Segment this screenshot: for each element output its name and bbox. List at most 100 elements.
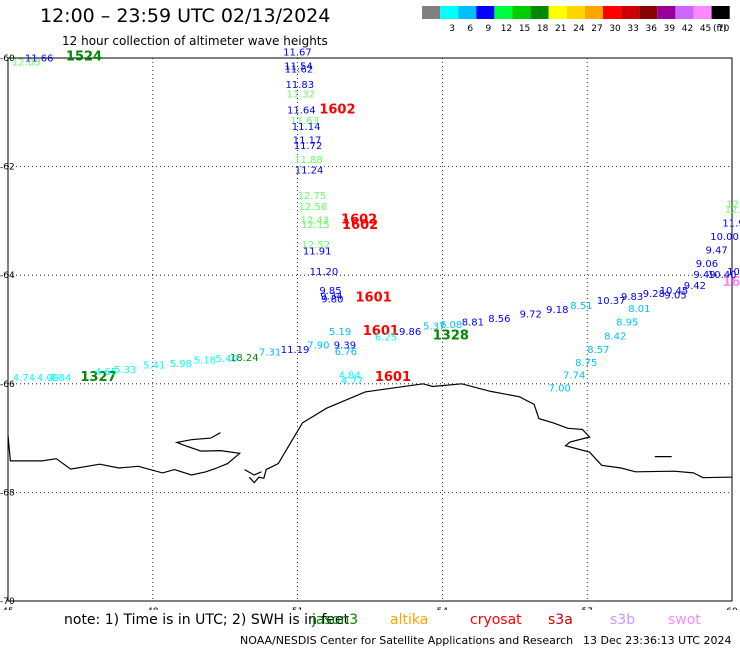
wave-height-label: 8.42	[604, 331, 626, 342]
wave-height-label: 9.18	[546, 305, 568, 316]
map-title: 12:00 – 23:59 UTC 02/13/2024	[40, 5, 331, 27]
longitude-tick-label: 45	[2, 607, 13, 610]
longitude-tick-label: 48	[147, 607, 159, 610]
wave-height-label: 11.32	[286, 90, 315, 101]
wave-height-label: 8.81	[462, 318, 484, 329]
wave-height-label: 4.65	[95, 367, 117, 378]
wave-height-label: 9.34	[320, 292, 342, 303]
pass-time-label: 1601	[375, 370, 411, 385]
wave-height-label: 11.20	[310, 267, 339, 278]
wave-height-label: 9.49	[693, 270, 715, 281]
wave-height-label: 9.72	[520, 310, 542, 321]
pass-time-label: 1602	[342, 218, 378, 233]
wave-height-label: 11.83	[286, 80, 315, 91]
wave-height-label: 12.03	[12, 58, 41, 69]
pass-time-label: 1601	[363, 324, 399, 339]
wave-height-label: 9.39	[334, 341, 356, 352]
pass-time-label: 1601	[356, 290, 392, 305]
latitude-tick-label: -68	[0, 488, 15, 498]
wave-height-label: 11.14	[292, 122, 321, 133]
wave-height-label: 7.74	[563, 370, 585, 381]
wave-height-label: 12	[726, 199, 739, 210]
wave-height-label: 9.83	[621, 292, 643, 303]
wave-height-label: 10.37	[597, 296, 626, 307]
wave-height-label: 5.18	[194, 356, 216, 367]
satellite-s3a: s3a	[548, 612, 573, 628]
wave-height-label: 7.90	[307, 341, 329, 352]
wave-height-label: 7.31	[259, 348, 281, 359]
pass-time-label: 1602	[341, 213, 377, 228]
wave-height-label: 11.72	[294, 141, 323, 152]
map-subtitle: 12 hour collection of altimeter wave hei…	[62, 34, 328, 48]
wave-height-label: 4.09	[37, 373, 59, 384]
longitude-tick-label: 51	[292, 607, 303, 610]
satellite-swot: swot	[668, 612, 701, 628]
satellite-cryosat: cryosat	[470, 612, 522, 628]
wave-height-label: 11.91	[303, 247, 332, 258]
wave-height-label: 4.74	[13, 373, 35, 384]
satellite-altika: altika	[390, 612, 429, 628]
wave-height-label: 5.37	[423, 322, 445, 333]
wave-height-label: 11.67	[283, 47, 312, 58]
wave-height-label: 9.06	[696, 259, 718, 270]
wave-height-label: 11.63	[290, 116, 319, 127]
wave-height-label: 11.24	[295, 166, 324, 177]
wave-height-label: 11.54	[284, 61, 313, 72]
note-text: note: 1) Time is in UTC; 2) SWH is in fe…	[64, 612, 350, 628]
longitude-tick-label: 57	[581, 607, 592, 610]
footer-timestamp: 13 Dec 23:36:13 UTC 2024	[583, 634, 732, 647]
wave-height-label: 9.80	[321, 294, 343, 305]
pass-time-label: 1601	[722, 275, 740, 290]
wave-height-label: 12.43	[300, 216, 329, 227]
latitude-tick-label: -66	[0, 380, 15, 390]
wave-height-label: 8.75	[575, 358, 597, 369]
longitude-tick-label: 60	[726, 607, 738, 610]
wave-height-label: 11.19	[281, 345, 310, 356]
wave-height-label: 8.57	[587, 345, 609, 356]
wave-height-label: 11.64	[287, 105, 316, 116]
wave-height-label: 12.32	[725, 205, 740, 216]
wave-height-label: 8.51	[570, 301, 592, 312]
wave-height-label: 12.52	[301, 240, 330, 251]
wave-height-label: 9.85	[319, 286, 341, 297]
wave-height-label: 9.28	[643, 289, 665, 300]
wave-height-label: 5.40	[216, 354, 238, 365]
latitude-tick-label: -62	[0, 163, 15, 173]
wave-height-label: 12.56	[299, 202, 328, 213]
wave-height-label: 10.45	[660, 286, 689, 297]
wave-height-label: 11.93	[722, 218, 740, 229]
satellite-jason3: jason3	[312, 612, 359, 628]
wave-height-label: 4.84	[49, 373, 71, 384]
wave-height-label: 11.62	[285, 65, 314, 76]
wave-height-label: 11.66	[25, 53, 54, 64]
wave-height-label: 6.08	[440, 320, 462, 331]
wave-height-label: 9.05	[664, 291, 686, 302]
wave-height-label: 11.17	[293, 135, 322, 146]
wave-height-label: 5.33	[114, 365, 136, 376]
wave-height-label: 10.00	[710, 232, 739, 243]
wave-height-label: 18.24	[230, 353, 259, 364]
wave-height-label: 8.01	[628, 304, 650, 315]
wave-height-label: 11.88	[294, 155, 323, 166]
coastline-inlet	[244, 469, 262, 476]
wave-height-label: 12.15	[301, 220, 330, 231]
latitude-tick-label: -60	[0, 54, 15, 64]
wave-height-label: 8.56	[488, 314, 510, 325]
wave-height-map: 45 48 51 54 57 60 -60 -62 -64 -66 -68 -70 11.6612.03…	[0, 47, 740, 610]
wave-height-label: 4.77	[341, 376, 363, 387]
wave-height-label: 5.98	[170, 359, 192, 370]
wave-height-label: 6.76	[335, 347, 357, 358]
wave-height-label: 9.47	[705, 245, 727, 256]
pass-time-label: 1327	[80, 370, 116, 385]
wave-height-label: 10.40	[708, 270, 737, 281]
latitude-tick-label: -64	[0, 271, 15, 281]
map-frame	[7, 57, 733, 602]
pass-time-label: 1524	[66, 50, 102, 65]
wave-height-label: 4.84	[339, 370, 361, 381]
wave-height-label: 12.75	[298, 191, 327, 202]
coastline-west	[7, 432, 242, 476]
wave-height-label: 5.19	[329, 327, 351, 338]
wave-height-label: 10.60	[727, 267, 740, 278]
latitude-tick-label: -70	[0, 597, 15, 607]
wave-height-label: 7.00	[549, 383, 571, 394]
